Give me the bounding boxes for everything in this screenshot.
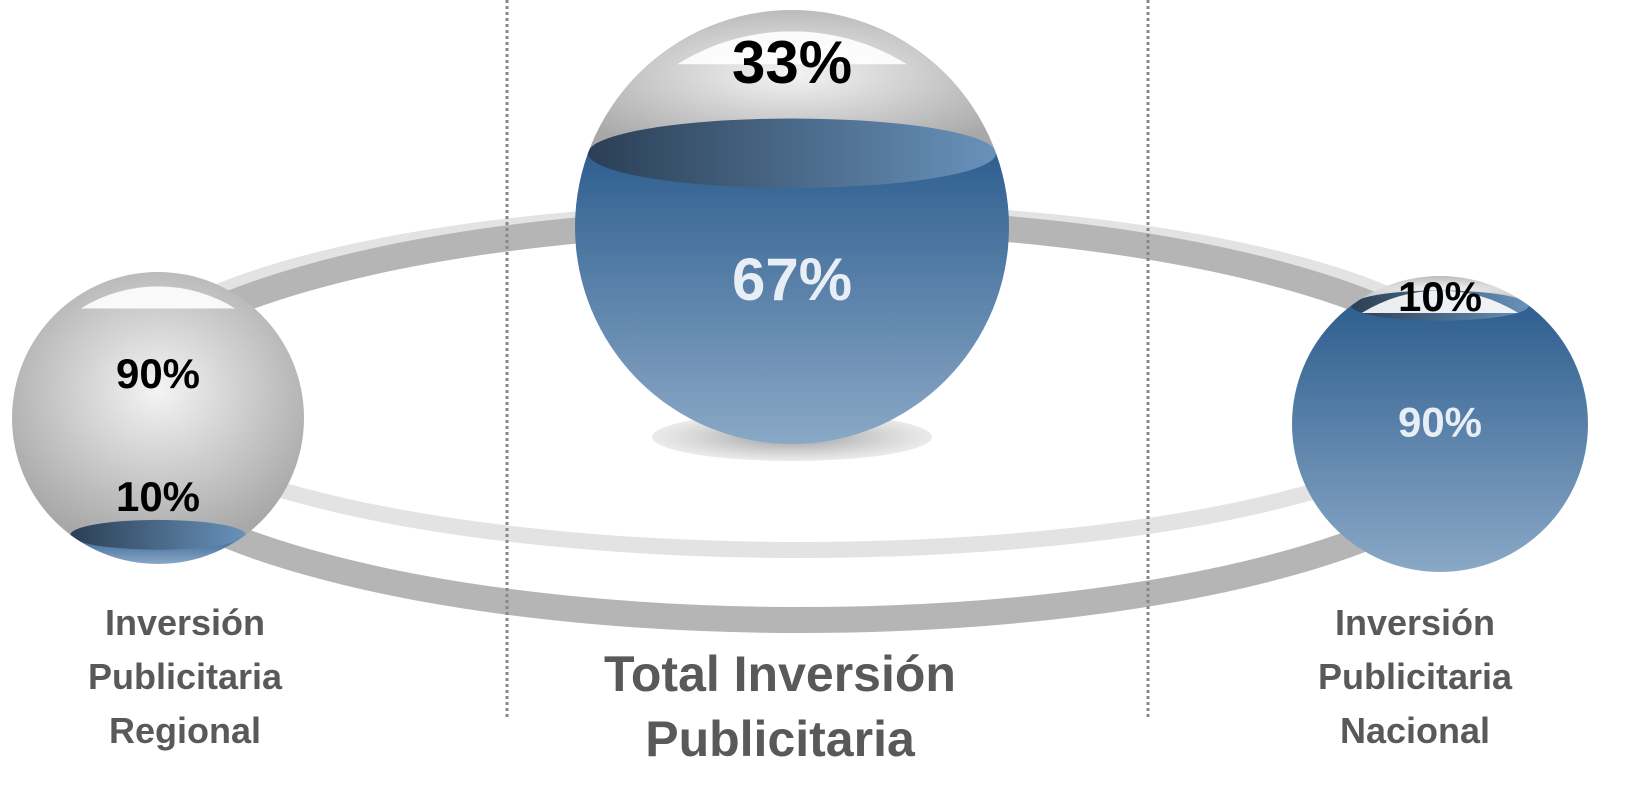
value-label: 90%	[1398, 399, 1482, 446]
highlight	[80, 286, 236, 309]
category-label: Inversión Publicitaria Nacional	[1317, 602, 1513, 751]
fill-surface	[70, 519, 246, 550]
category-label: Total Inversión Publicitaria	[604, 646, 956, 767]
value-label: 33%	[732, 29, 852, 96]
fill-surface	[587, 118, 997, 188]
value-label: 10%	[1398, 273, 1482, 320]
fill-part	[1292, 305, 1588, 572]
sphere	[12, 272, 304, 564]
highlight	[677, 31, 907, 65]
empty-part	[12, 272, 304, 535]
value-label: 90%	[116, 350, 200, 397]
highlight	[1361, 290, 1519, 313]
value-label: 67%	[732, 246, 852, 313]
category-label: Inversión Publicitaria Regional	[87, 602, 283, 751]
value-label: 10%	[116, 473, 200, 520]
